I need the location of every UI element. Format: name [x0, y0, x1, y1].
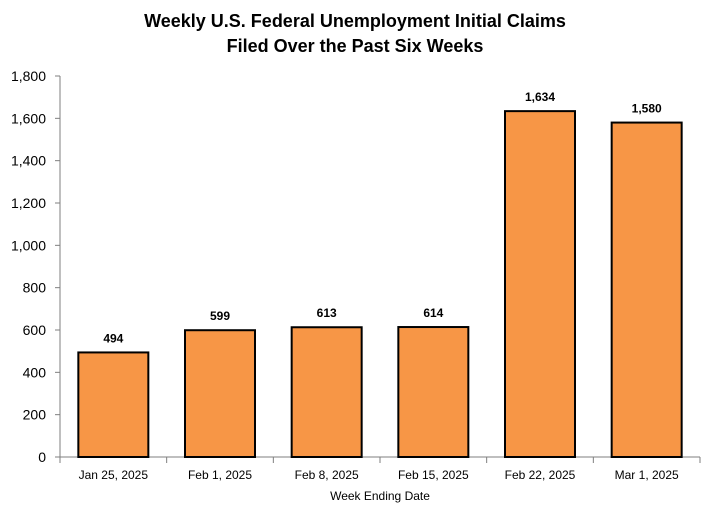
y-tick-label: 1,200: [11, 195, 46, 211]
x-tick-label: Feb 15, 2025: [398, 468, 469, 482]
data-label: 494: [103, 331, 123, 345]
x-tick-label: Feb 1, 2025: [188, 468, 252, 482]
data-label: 613: [317, 306, 337, 320]
data-label: 1,580: [632, 102, 662, 116]
bar: [504, 110, 576, 459]
y-tick-label: 200: [23, 407, 47, 423]
chart-title: Weekly U.S. Federal Unemployment Initial…: [144, 11, 566, 31]
bar: [77, 351, 150, 459]
y-tick-label: 600: [23, 322, 47, 338]
y-tick-label: 1,400: [11, 153, 46, 169]
y-tick-label: 400: [23, 364, 47, 380]
y-tick-label: 1,800: [11, 68, 46, 84]
bar: [610, 121, 683, 458]
y-tick-label: 800: [23, 280, 47, 296]
y-tick-label: 1,600: [11, 110, 46, 126]
x-axis-title: Week Ending Date: [330, 489, 430, 503]
y-tick-label: 1,000: [11, 237, 46, 253]
x-tick-label: Feb 22, 2025: [505, 468, 576, 482]
x-tick-label: Mar 1, 2025: [615, 468, 679, 482]
data-label: 599: [210, 309, 230, 323]
y-tick-label: 0: [38, 449, 46, 465]
x-tick-label: Feb 8, 2025: [295, 468, 359, 482]
data-label: 1,634: [525, 90, 555, 104]
bar: [184, 329, 256, 458]
bar: [290, 326, 363, 458]
x-tick-label: Jan 25, 2025: [79, 468, 149, 482]
data-label: 614: [423, 306, 443, 320]
chart-subtitle: Filed Over the Past Six Weeks: [226, 36, 484, 56]
bar: [397, 326, 470, 458]
